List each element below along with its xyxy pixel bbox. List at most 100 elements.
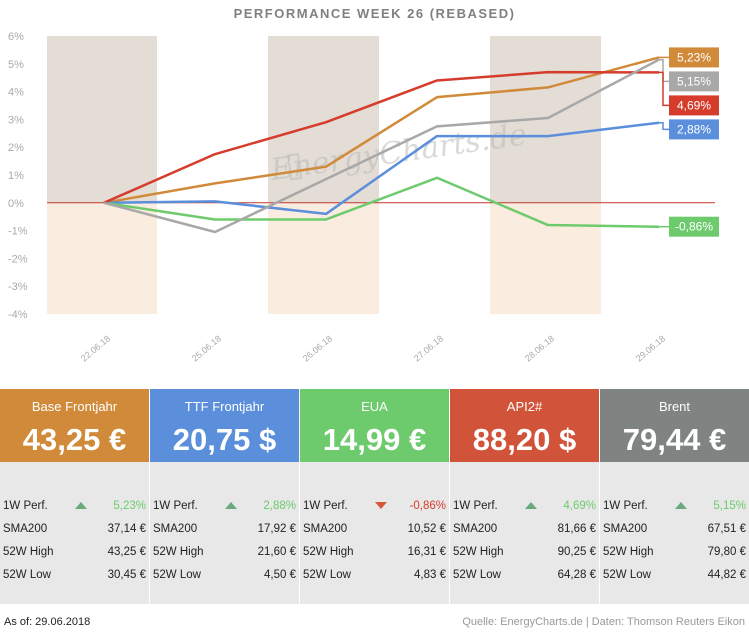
perf-value: 2,88% (263, 500, 296, 512)
end-label-leader (659, 71, 669, 107)
stat-label: SMA200 (453, 523, 498, 535)
card-stats: 1W Perf. -0,86% SMA200 10,52 € 52W High … (300, 462, 449, 604)
x-tick-label: 29.06.18 (634, 333, 667, 363)
perf-value: 4,69% (563, 500, 596, 512)
stat-label: 52W Low (303, 569, 351, 581)
end-label-leader (659, 121, 669, 131)
stat-row-low: 52W Low 64,28 € (453, 566, 596, 584)
stat-row-low: 52W Low 44,82 € (603, 566, 746, 584)
card-name: Brent (658, 399, 691, 414)
low-value: 30,45 € (107, 569, 146, 581)
trend-down-icon (375, 502, 387, 509)
band-positive (268, 36, 379, 203)
band-negative (47, 202, 157, 314)
y-tick-label: 1% (8, 170, 24, 182)
sma-value: 81,66 € (557, 523, 596, 535)
card-stats: 1W Perf. 5,15% SMA200 67,51 € 52W High 7… (600, 462, 749, 604)
stat-row-sma: SMA200 81,66 € (453, 520, 596, 538)
card-stats: 1W Perf. 2,88% SMA200 17,92 € 52W High 2… (150, 462, 299, 604)
high-value: 16,31 € (407, 546, 446, 558)
card-ttf-frontjahr[interactable]: TTF Frontjahr 20,75 $ 1W Perf. 2,88% SMA… (150, 389, 299, 604)
high-value: 43,25 € (107, 546, 146, 558)
stat-label: 52W High (3, 546, 54, 558)
end-label-box (669, 216, 719, 237)
card-name: Base Frontjahr (31, 399, 118, 414)
x-tick-label: 26.06.18 (301, 333, 334, 363)
stat-row-high: 52W High 79,80 € (603, 543, 746, 561)
perf-value: 5,15% (713, 500, 746, 512)
y-tick-label: 4% (8, 87, 24, 99)
stat-row-high: 52W High 16,31 € (303, 543, 446, 561)
end-label-text: 4,69% (677, 98, 711, 112)
stat-label: SMA200 (303, 523, 348, 535)
stat-row-perf: 1W Perf. 4,69% (453, 497, 596, 515)
stat-row-low: 52W Low 4,50 € (153, 566, 296, 584)
stat-label: 52W High (303, 546, 354, 558)
perf-value: -0,86% (409, 500, 446, 512)
sma-value: 17,92 € (257, 523, 296, 535)
y-tick-label: -2% (8, 253, 28, 265)
low-value: 4,83 € (414, 569, 446, 581)
performance-chart: EnergyCharts.de6%5%4%3%2%1%0%-1%-2%-3%-4… (8, 31, 719, 364)
stat-row-sma: SMA200 10,52 € (303, 520, 446, 538)
end-label-box (669, 95, 719, 116)
end-label-leader (659, 58, 669, 83)
y-tick-label: 2% (8, 142, 24, 154)
series-line (103, 176, 660, 228)
stat-label: SMA200 (3, 523, 48, 535)
stat-row-high: 52W High 43,25 € (3, 543, 146, 561)
chart-title: PERFORMANCE WEEK 26 (REBASED) (233, 6, 516, 21)
y-tick-label: 6% (8, 31, 24, 43)
card-header: TTF Frontjahr 20,75 $ (150, 389, 299, 462)
stat-label: 1W Perf. (303, 500, 348, 512)
source-credit: Quelle: EnergyCharts.de | Daten: Thomson… (462, 616, 745, 628)
y-tick-label: 3% (8, 114, 24, 126)
stat-label: 52W Low (453, 569, 501, 581)
card-header: Base Frontjahr 43,25 € (0, 389, 149, 462)
stat-row-perf: 1W Perf. 5,15% (603, 497, 746, 515)
end-label-text: 2,88% (677, 122, 711, 136)
series-line (103, 56, 660, 205)
end-label-text: -0,86% (675, 220, 713, 234)
card-api2[interactable]: API2# 88,20 $ 1W Perf. 4,69% SMA200 81,6… (450, 389, 599, 604)
high-value: 90,25 € (557, 546, 596, 558)
stat-label: 52W High (603, 546, 654, 558)
stat-label: 1W Perf. (603, 500, 648, 512)
stat-label: 1W Perf. (153, 500, 198, 512)
card-price: 79,44 € (622, 422, 727, 457)
card-name: EUA (361, 399, 388, 414)
end-label-box (669, 71, 719, 92)
stat-row-low: 52W Low 4,83 € (303, 566, 446, 584)
stat-row-high: 52W High 90,25 € (453, 543, 596, 561)
x-tick-label: 25.06.18 (190, 333, 223, 363)
stat-row-perf: 1W Perf. -0,86% (303, 497, 446, 515)
card-name: API2# (506, 399, 543, 414)
stat-label: 52W High (453, 546, 504, 558)
stat-row-high: 52W High 21,60 € (153, 543, 296, 561)
band-negative (268, 202, 379, 314)
x-tick-label: 28.06.18 (523, 333, 556, 363)
stat-row-sma: SMA200 37,14 € (3, 520, 146, 538)
card-stats: 1W Perf. 4,69% SMA200 81,66 € 52W High 9… (450, 462, 599, 604)
y-tick-label: 0% (8, 198, 24, 210)
card-brent[interactable]: Brent 79,44 € 1W Perf. 5,15% SMA200 67,5… (600, 389, 749, 604)
stat-label: 1W Perf. (3, 500, 48, 512)
y-tick-label: 5% (8, 59, 24, 71)
card-base-frontjahr[interactable]: Base Frontjahr 43,25 € 1W Perf. 5,23% SM… (0, 389, 149, 604)
series-line (103, 70, 660, 204)
y-tick-label: -4% (8, 309, 28, 321)
stat-label: 52W Low (3, 569, 51, 581)
trend-up-icon (525, 502, 537, 509)
x-tick-label: 22.06.18 (79, 333, 112, 363)
end-label-box (669, 119, 719, 140)
stat-label: 52W Low (603, 569, 651, 581)
card-price: 14,99 € (322, 422, 427, 457)
stat-label: 52W High (153, 546, 204, 558)
low-value: 64,28 € (557, 569, 596, 581)
sma-value: 10,52 € (407, 523, 446, 535)
card-eua[interactable]: EUA 14,99 € 1W Perf. -0,86% SMA200 10,52… (300, 389, 449, 604)
series-line (103, 58, 660, 234)
low-value: 44,82 € (707, 569, 746, 581)
stat-label: 52W Low (153, 569, 201, 581)
card-header: API2# 88,20 $ (450, 389, 599, 462)
